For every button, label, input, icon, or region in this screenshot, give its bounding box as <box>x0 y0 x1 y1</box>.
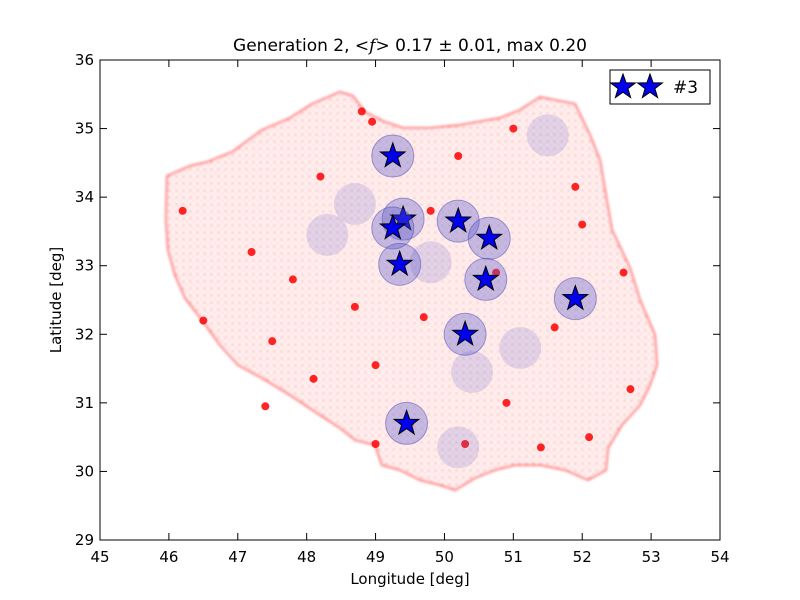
station-star <box>378 141 407 168</box>
x-tick-label: 51 <box>504 548 523 566</box>
city-dot <box>199 316 208 325</box>
city-dot <box>268 337 277 346</box>
y-tick-label: 31 <box>75 394 94 412</box>
faded-station-circle <box>333 183 376 225</box>
y-tick-label: 30 <box>75 462 94 480</box>
city-dot <box>316 172 325 181</box>
city-dot <box>419 313 428 322</box>
y-axis-label: Latitude [deg] <box>47 247 65 353</box>
y-tick-label: 36 <box>75 51 94 69</box>
legend: #3 <box>609 69 711 105</box>
city-dot <box>454 152 463 160</box>
chart-title-prefix: Generation 2, <box>233 36 355 56</box>
faded-station-circle <box>451 351 493 393</box>
x-tick-label: 50 <box>435 548 454 566</box>
axes-frame <box>99 59 721 541</box>
station-star <box>561 284 590 311</box>
population-map <box>164 90 659 492</box>
city-dot <box>536 443 545 452</box>
city-dot <box>357 107 366 116</box>
city-dot <box>461 440 470 448</box>
city-dot <box>626 385 635 394</box>
x-tick-label: 45 <box>90 548 109 566</box>
country-shape <box>164 90 659 492</box>
city-dot <box>247 248 256 256</box>
city-dot <box>619 268 628 277</box>
station-star <box>385 249 414 277</box>
y-tick-label: 34 <box>75 188 94 206</box>
x-tick-label: 52 <box>573 548 592 566</box>
city-dot <box>585 433 594 442</box>
x-tick-label: 54 <box>710 548 729 566</box>
faded-station-circle <box>499 327 542 369</box>
city-dot <box>550 323 559 332</box>
station-star <box>471 264 500 292</box>
y-tick-label: 35 <box>75 120 94 138</box>
city-dot <box>426 206 435 215</box>
city-dot <box>288 275 297 284</box>
faded-station-circle <box>526 114 569 157</box>
city-dot <box>502 398 511 407</box>
faded-station-circle <box>437 426 480 469</box>
x-tick-label: 47 <box>228 548 247 566</box>
station-star <box>444 206 473 233</box>
city-dot <box>178 206 187 215</box>
x-tick-label: 48 <box>297 548 316 566</box>
faded-station-circle <box>306 213 349 256</box>
city-dot <box>578 220 587 229</box>
y-tick-label: 33 <box>75 257 94 275</box>
city-dot <box>492 268 501 277</box>
chart-title-suffix: 0.17 ± 0.01, max 0.20 <box>390 36 587 56</box>
legend-label: #3 <box>673 78 698 98</box>
city-dot <box>571 182 580 191</box>
city-dot <box>371 361 380 370</box>
station-star <box>392 408 421 436</box>
legend-star <box>609 72 637 99</box>
station-star <box>451 319 479 347</box>
x-tick-label: 46 <box>159 548 178 566</box>
station-star <box>378 213 407 240</box>
legend-star <box>636 72 664 99</box>
chart-title-symbol: <f> <box>355 36 390 56</box>
station-star <box>475 223 504 251</box>
x-tick-label: 53 <box>642 548 661 566</box>
city-dot <box>261 402 270 411</box>
city-dot <box>509 124 518 133</box>
y-tick-label: 32 <box>75 325 94 343</box>
city-dot <box>368 117 377 126</box>
faded-station-circle <box>409 241 452 284</box>
city-dot <box>371 440 380 448</box>
chart-title: Generation 2, <f> 0.17 ± 0.01, max 0.20 <box>233 36 587 56</box>
y-tick-label: 29 <box>75 531 94 549</box>
x-axis-label: Longitude [deg] <box>350 570 469 588</box>
x-tick-label: 49 <box>366 548 385 566</box>
city-dot <box>350 302 359 311</box>
city-dot <box>309 374 318 383</box>
